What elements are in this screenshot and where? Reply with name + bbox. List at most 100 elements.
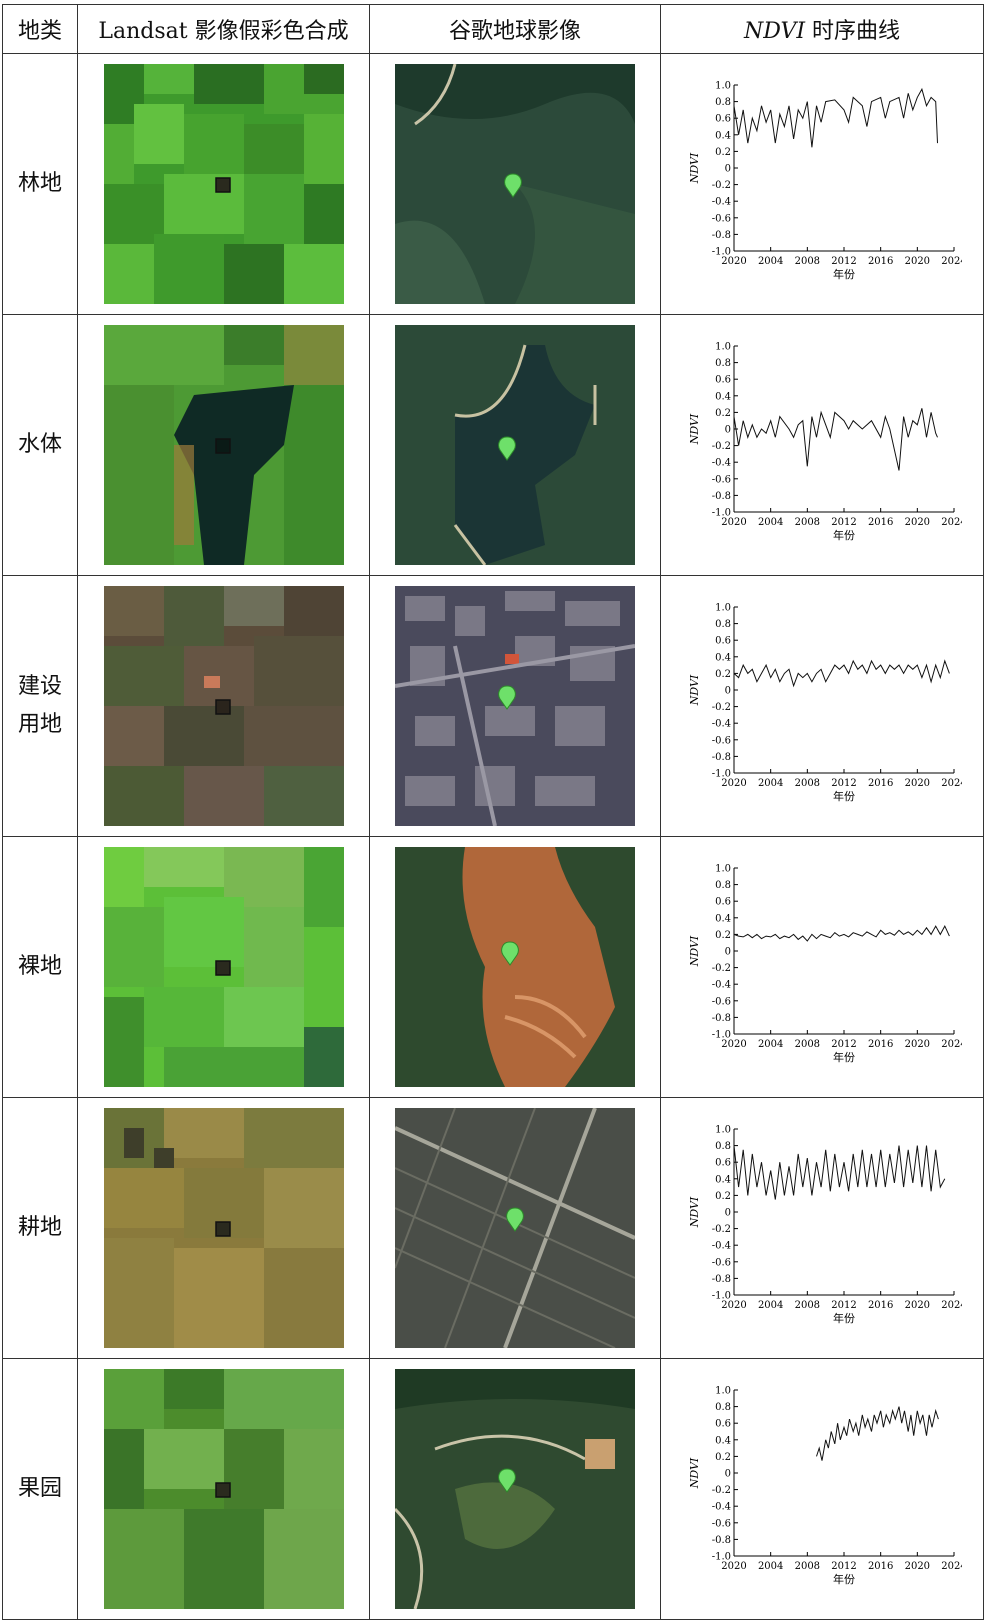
y-tick-label: -1.0 [712,1552,731,1563]
y-tick-label: -1.0 [712,769,731,780]
ndvi-series-line [733,659,950,688]
x-tick-label: 2012 [831,1561,856,1572]
ndvi-chart-orchard: 1.0 0.8 0.6 0.4 0.2 0 -0.2 -0.4 -0.6 -0.8 -1.0 2020… [682,1378,962,1600]
y-tick-label: 0.2 [715,147,731,158]
google-earth-image-orchard [395,1369,635,1609]
x-tick-label: 2020 [905,256,930,267]
y-tick-label: 0 [725,947,731,958]
y-tick-label: 0 [725,425,731,436]
y-tick-label: 0 [725,1208,731,1219]
y-tick-label: 0.4 [715,913,731,924]
x-tick-label: 2020 [721,1300,746,1311]
ndvi-chart-bare: 1.0 0.8 0.6 0.4 0.2 0 -0.2 -0.4 -0.6 -0.8 -1.0 2020… [682,856,962,1078]
table-row: 耕地 1.0 0.8 0.6 0.4 0.2 0 -0.2 -0.4 -0.6 [2,1097,984,1359]
ndvi-chart-svg: 1.00.80.60.40.20-0.2-0.4-0.6-0.8-1.02020… [688,864,962,1065]
x-tick-label: 2020 [721,517,746,528]
y-tick-label: 1.0 [715,603,731,614]
x-axis-label: 年份 [833,267,855,281]
ndvi-series-line [733,924,950,942]
y-tick-label: -0.8 [712,752,731,763]
y-axis-label: NDVI [688,935,701,967]
y-tick-label: -0.8 [712,230,731,241]
x-tick-label: 2004 [758,1561,783,1572]
y-tick-label: 0.4 [715,1435,731,1446]
y-tick-label: -0.2 [712,702,731,713]
y-tick-label: -0.8 [712,1535,731,1546]
x-tick-label: 2012 [831,1039,856,1050]
y-tick-label: 1.0 [715,342,731,353]
x-tick-label: 2008 [795,517,820,528]
y-tick-label: 0.8 [715,97,731,108]
google-earth-image-forest [395,64,635,304]
ndvi-chart-svg: 1.00.80.60.40.20-0.2-0.4-0.6-0.8-1.02020… [688,81,962,282]
y-tick-label: -0.4 [712,458,731,469]
x-axis-label: 年份 [833,1050,855,1064]
y-tick-label: 0.6 [715,1419,731,1430]
land-class-label: 林地 [17,171,62,196]
y-axis-label: NDVI [688,1196,701,1228]
y-axis-label: NDVI [688,413,701,445]
row-label-cell: 果园 [2,1358,78,1620]
x-axis-label: 年份 [833,1572,855,1586]
x-tick-label: 2024 [941,1300,962,1311]
y-tick-label: 0.6 [715,1158,731,1169]
ndvi-chart-cropland: 1.0 0.8 0.6 0.4 0.2 0 -0.2 -0.4 -0.6 -0.8 -1.0 2020… [682,1117,962,1339]
x-tick-label: 2024 [941,1039,962,1050]
ndvi-chart-built: 1.0 0.8 0.6 0.4 0.2 0 -0.2 -0.4 -0.6 -0.8 -1.0 2020… [682,595,962,817]
y-tick-label: -0.8 [712,491,731,502]
landsat-image-cropland [103,1108,344,1348]
y-tick-label: 0.2 [715,930,731,941]
x-tick-label: 2020 [721,1561,746,1572]
y-tick-label: -1.0 [712,508,731,519]
y-tick-label: -0.6 [712,996,731,1007]
x-tick-label: 2004 [758,1039,783,1050]
y-tick-label: 1.0 [715,1386,731,1397]
y-tick-label: -0.2 [712,1485,731,1496]
x-tick-label: 2008 [795,256,820,267]
y-tick-label: 0.8 [715,1141,731,1152]
x-tick-label: 2016 [868,1561,893,1572]
land-class-label: 水体 [17,432,62,457]
x-tick-label: 2020 [905,517,930,528]
x-tick-label: 2012 [831,256,856,267]
y-tick-label: 0.2 [715,1191,731,1202]
x-tick-label: 2016 [868,517,893,528]
row-label-cell: 建设用地 [2,575,78,837]
x-tick-label: 2020 [721,1039,746,1050]
land-class-label: 裸地 [17,954,62,979]
ndvi-chart-svg: 1.00.80.60.40.20-0.2-0.4-0.6-0.8-1.02020… [688,342,962,543]
x-tick-label: 2020 [905,1561,930,1572]
x-tick-label: 2024 [941,1561,962,1572]
y-tick-label: -0.8 [712,1013,731,1024]
y-axis-label: NDVI [688,674,701,706]
y-tick-label: -0.4 [712,1241,731,1252]
x-tick-label: 2008 [795,1300,820,1311]
y-tick-label: 0.6 [715,114,731,125]
x-tick-label: 2016 [868,1300,893,1311]
y-tick-label: -0.6 [712,1257,731,1268]
y-tick-label: 0 [725,164,731,175]
x-tick-label: 2020 [905,1039,930,1050]
x-tick-label: 2008 [795,778,820,789]
x-tick-label: 2024 [941,778,962,789]
x-tick-label: 2004 [758,256,783,267]
x-tick-label: 2008 [795,1561,820,1572]
x-tick-label: 2016 [868,778,893,789]
row-label-cell: 林地 [2,53,78,315]
y-tick-label: -0.6 [712,213,731,224]
y-tick-label: -1.0 [712,1291,731,1302]
y-tick-label: 0 [725,686,731,697]
landsat-image-orchard [103,1369,344,1609]
ndvi-series-line [733,1145,946,1200]
y-tick-label: -0.4 [712,719,731,730]
row-label-cell: 水体 [2,314,78,576]
landsat-image-water [103,325,344,565]
y-axis-label: NDVI [688,152,701,184]
x-tick-label: 2012 [831,517,856,528]
y-tick-label: -0.2 [712,180,731,191]
ndvi-chart-forest: 1.0 0.8 0.6 0.4 0.2 0 -0.2 -0.4 -0.6 -0.8 -1.0 2020… [682,73,962,295]
header-landsat: Landsat 影像假彩色合成 [77,4,370,54]
x-tick-label: 2020 [721,256,746,267]
y-tick-label: 0.2 [715,669,731,680]
ndvi-chart-water: 1.0 0.8 0.6 0.4 0.2 0 -0.2 -0.4 -0.6 -0.8 -1.0 2020… [682,334,962,556]
